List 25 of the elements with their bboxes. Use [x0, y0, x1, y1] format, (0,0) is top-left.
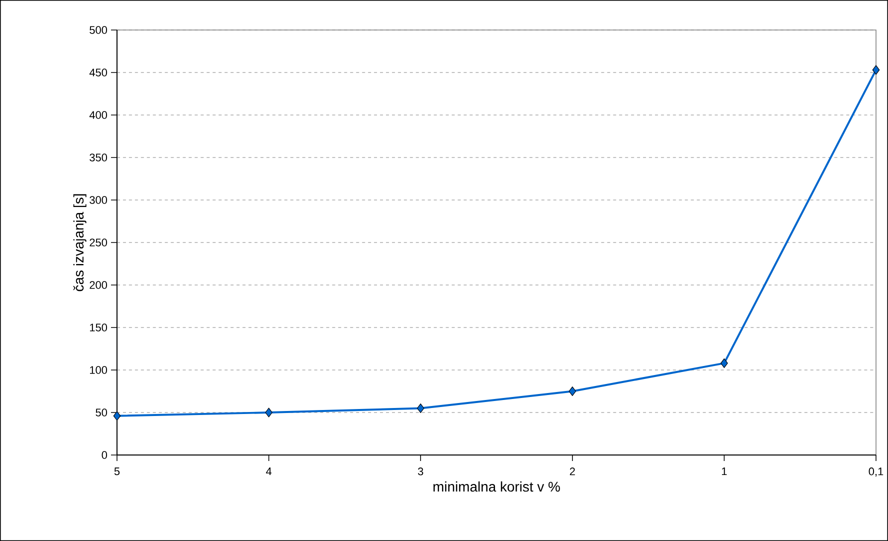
- x-tick-label: 3: [418, 468, 424, 476]
- point: [568, 386, 576, 396]
- y-tick-label: 50: [96, 408, 108, 416]
- point: [265, 408, 272, 418]
- x-axis-title: minimalna korist v %: [433, 481, 560, 492]
- y-tick-label: 100: [90, 366, 108, 374]
- x-tick-label: 2: [570, 468, 575, 476]
- x-tick-label: 0,1: [868, 468, 884, 477]
- y-tick-label: 200: [90, 281, 108, 289]
- x-tick-label: 4: [266, 468, 272, 476]
- y-tick-label: 450: [89, 68, 108, 76]
- y-tick-label: 400: [89, 111, 108, 119]
- y-tick-label: 300: [90, 196, 108, 204]
- y-tick-label: 250: [90, 238, 108, 246]
- y-tick-label: 350: [90, 154, 108, 162]
- point: [872, 65, 880, 75]
- point: [416, 403, 424, 414]
- y-tick-label: 500: [90, 26, 108, 34]
- x-tick-label: 5: [114, 468, 120, 476]
- point: [720, 358, 728, 368]
- y-axis-title: čas izvajanja [s]: [73, 194, 86, 292]
- x-tick-label: 1: [722, 468, 727, 476]
- y-tick-label: 150: [90, 324, 108, 332]
- y-tick-label: 0: [102, 451, 108, 459]
- point: [113, 411, 121, 421]
